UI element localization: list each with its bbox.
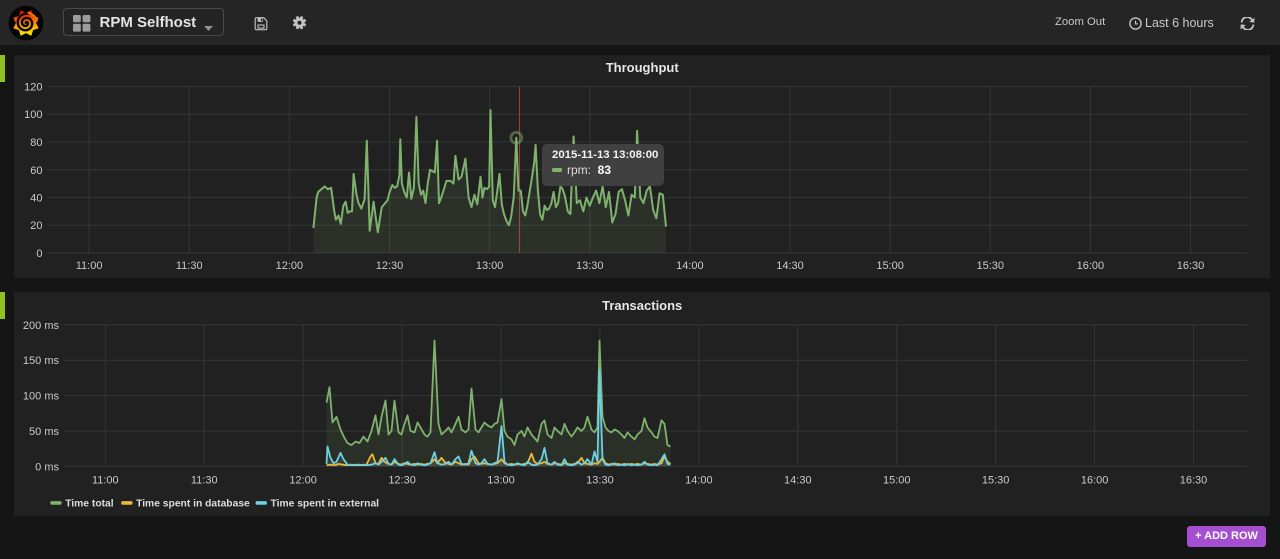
svg-text:200 ms: 200 ms xyxy=(22,319,59,331)
svg-text:11:00: 11:00 xyxy=(91,474,118,486)
svg-text:14:00: 14:00 xyxy=(676,260,704,272)
svg-text:16:30: 16:30 xyxy=(1176,260,1204,272)
svg-text:0 ms: 0 ms xyxy=(35,461,59,473)
svg-text:15:30: 15:30 xyxy=(976,260,1004,272)
svg-text:50 ms: 50 ms xyxy=(29,425,59,437)
svg-text:14:30: 14:30 xyxy=(784,474,812,486)
svg-text:12:30: 12:30 xyxy=(388,474,416,486)
svg-text:Time spent in external: Time spent in external xyxy=(270,498,379,509)
svg-text:11:30: 11:30 xyxy=(190,474,217,486)
svg-text:16:00: 16:00 xyxy=(1080,474,1108,486)
svg-text:11:00: 11:00 xyxy=(75,260,102,272)
svg-text:16:00: 16:00 xyxy=(1076,260,1104,272)
svg-text:150 ms: 150 ms xyxy=(22,355,59,367)
svg-text:15:30: 15:30 xyxy=(981,474,1009,486)
svg-text:40: 40 xyxy=(30,192,42,204)
svg-text:80: 80 xyxy=(30,137,42,149)
svg-text:15:00: 15:00 xyxy=(882,474,910,486)
svg-text:120: 120 xyxy=(24,81,42,93)
svg-text:12:30: 12:30 xyxy=(375,260,403,272)
svg-text:100: 100 xyxy=(24,109,42,121)
svg-text:Time spent in database: Time spent in database xyxy=(136,498,250,509)
svg-text:13:00: 13:00 xyxy=(475,260,503,272)
svg-text:13:30: 13:30 xyxy=(575,260,603,272)
svg-text:16:30: 16:30 xyxy=(1179,474,1207,486)
svg-text:14:00: 14:00 xyxy=(685,474,713,486)
svg-text:Transactions: Transactions xyxy=(602,298,682,313)
svg-text:60: 60 xyxy=(30,164,42,176)
svg-text:Throughput: Throughput xyxy=(605,60,679,75)
svg-text:20: 20 xyxy=(30,220,42,232)
svg-text:15:00: 15:00 xyxy=(876,260,904,272)
svg-text:13:00: 13:00 xyxy=(487,474,515,486)
svg-text:14:30: 14:30 xyxy=(776,260,804,272)
svg-text:12:00: 12:00 xyxy=(275,260,303,272)
svg-text:Time total: Time total xyxy=(65,498,114,509)
svg-text:100 ms: 100 ms xyxy=(22,390,59,402)
svg-text:12:00: 12:00 xyxy=(289,474,317,486)
svg-text:13:30: 13:30 xyxy=(586,474,614,486)
svg-text:11:30: 11:30 xyxy=(175,260,202,272)
svg-text:0: 0 xyxy=(36,248,42,260)
